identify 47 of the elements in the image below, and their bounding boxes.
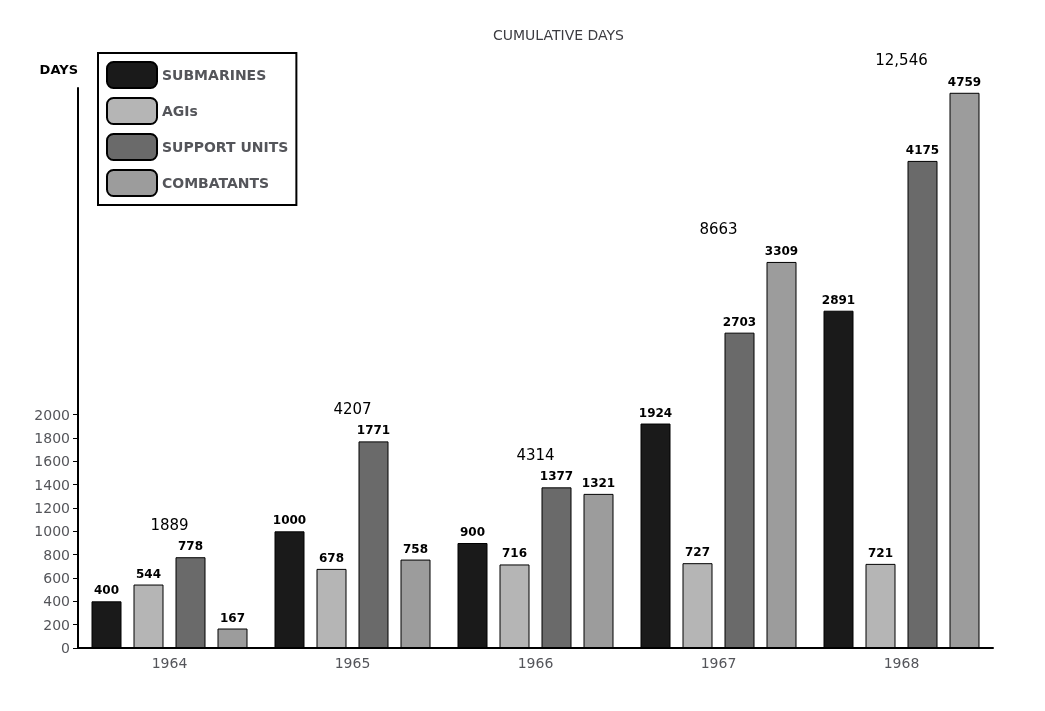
data-label: 778 [177,539,204,554]
data-label: 4759 [947,74,982,89]
y-tick-label: 2000 [34,406,70,423]
data-label: 1000 [272,513,307,528]
y-tick-label: 400 [43,593,70,610]
data-label: 167 [219,610,246,625]
x-tick-label: 1966 [517,655,554,671]
y-tick-label: 800 [43,546,70,563]
data-label: 400 [93,583,120,598]
data-label: 1321 [581,475,616,490]
x-tick-label: 1964 [151,655,188,671]
data-label: 2703 [722,314,757,329]
x-tick-label: 1965 [334,655,371,671]
data-label: 727 [684,545,711,560]
data-label: 678 [318,550,345,565]
total-label: 4314 [516,445,555,464]
data-label: 1924 [638,405,673,420]
data-label: 2891 [821,292,856,307]
total-label: 12,546 [875,51,928,70]
y-tick-label: 600 [43,570,70,586]
total-label: 8663 [699,220,738,239]
y-tick-label: 1400 [34,476,70,493]
x-tick-label: 1967 [700,655,737,671]
y-tick-label: 0 [61,640,70,656]
data-label: 758 [402,541,429,556]
data-label: 721 [867,545,894,560]
total-label: 1889 [150,515,189,534]
y-tick-label: 1600 [34,453,70,470]
data-label: 3309 [764,243,799,258]
y-tick-label: 200 [43,616,70,633]
y-tick-label: 1800 [34,430,70,446]
legend-label: COMBATANTS [162,175,270,191]
data-label: 4175 [905,142,940,157]
legend-label: SUBMARINES [162,67,267,83]
data-label: 544 [135,566,162,581]
chart-title: CUMULATIVE DAYS [493,27,625,43]
data-label: 1771 [356,423,391,438]
legend-label: SUPPORT UNITS [162,139,289,155]
legend-label: AGIs [162,103,198,119]
data-label: 716 [501,546,528,561]
y-axis-title: DAYS [39,62,78,77]
total-label: 4207 [333,399,372,418]
y-tick-label: 1000 [34,523,70,540]
data-label: 1377 [539,469,574,484]
y-tick-label: 1200 [34,500,70,516]
x-tick-label: 1968 [883,655,920,671]
data-label: 900 [459,525,486,539]
